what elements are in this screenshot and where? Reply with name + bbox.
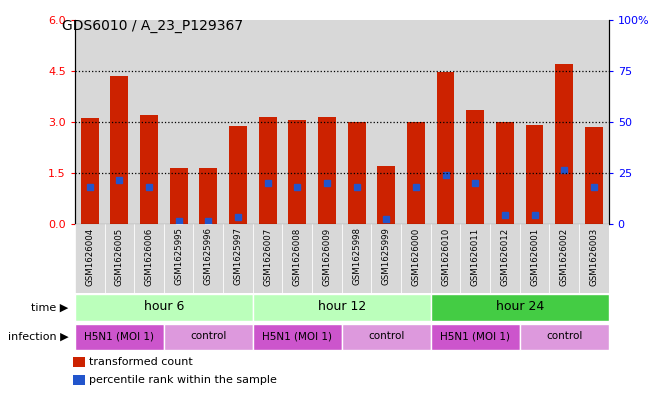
Text: GSM1626009: GSM1626009 xyxy=(322,228,331,286)
Bar xyxy=(140,115,158,224)
Bar xyxy=(258,117,277,224)
Text: GSM1626005: GSM1626005 xyxy=(115,228,124,286)
Text: control: control xyxy=(190,331,227,342)
Text: H5N1 (MOI 1): H5N1 (MOI 1) xyxy=(262,331,332,342)
Bar xyxy=(519,324,609,350)
Text: GSM1626000: GSM1626000 xyxy=(411,228,421,286)
Bar xyxy=(431,20,460,224)
Bar xyxy=(348,122,365,224)
Bar xyxy=(372,224,401,293)
Bar xyxy=(312,20,342,224)
Bar xyxy=(342,324,431,350)
Bar xyxy=(579,224,609,293)
Bar xyxy=(490,224,519,293)
Text: H5N1 (MOI 1): H5N1 (MOI 1) xyxy=(85,331,154,342)
Text: control: control xyxy=(368,331,404,342)
Bar xyxy=(253,20,283,224)
Bar xyxy=(549,20,579,224)
Text: GSM1625995: GSM1625995 xyxy=(174,228,183,285)
Bar xyxy=(460,224,490,293)
Bar xyxy=(105,224,134,293)
Text: GSM1625998: GSM1625998 xyxy=(352,228,361,285)
Bar xyxy=(164,224,193,293)
Text: hour 24: hour 24 xyxy=(495,300,544,314)
Bar xyxy=(253,294,431,321)
Bar xyxy=(75,324,164,350)
Bar xyxy=(164,324,253,350)
Text: GSM1626006: GSM1626006 xyxy=(145,228,154,286)
Text: GSM1626001: GSM1626001 xyxy=(530,228,539,286)
Text: GSM1626012: GSM1626012 xyxy=(501,228,509,286)
Text: GSM1626003: GSM1626003 xyxy=(589,228,598,286)
Bar xyxy=(223,224,253,293)
Bar xyxy=(111,76,128,224)
Bar xyxy=(466,110,484,224)
Bar xyxy=(401,20,431,224)
Bar xyxy=(549,224,579,293)
Bar xyxy=(81,118,98,224)
Bar xyxy=(283,20,312,224)
Text: H5N1 (MOI 1): H5N1 (MOI 1) xyxy=(440,331,510,342)
Text: GSM1626010: GSM1626010 xyxy=(441,228,450,286)
Text: hour 6: hour 6 xyxy=(144,300,184,314)
Bar xyxy=(431,224,460,293)
Bar xyxy=(431,324,519,350)
Text: GSM1625996: GSM1625996 xyxy=(204,228,213,285)
Text: GSM1626007: GSM1626007 xyxy=(263,228,272,286)
Bar xyxy=(75,224,105,293)
Bar xyxy=(519,20,549,224)
Text: GSM1626004: GSM1626004 xyxy=(85,228,94,286)
Text: percentile rank within the sample: percentile rank within the sample xyxy=(89,375,277,385)
Bar xyxy=(193,20,223,224)
Bar xyxy=(555,64,573,224)
Text: GSM1626008: GSM1626008 xyxy=(293,228,302,286)
Bar xyxy=(164,20,193,224)
Bar xyxy=(431,294,609,321)
Bar xyxy=(579,20,609,224)
Bar xyxy=(496,122,514,224)
Bar xyxy=(73,375,85,385)
Bar xyxy=(73,357,85,367)
Bar xyxy=(253,324,342,350)
Bar xyxy=(288,120,306,224)
Text: transformed count: transformed count xyxy=(89,357,193,367)
Bar xyxy=(372,20,401,224)
Bar xyxy=(193,224,223,293)
Bar xyxy=(342,20,372,224)
Text: GDS6010 / A_23_P129367: GDS6010 / A_23_P129367 xyxy=(62,19,243,33)
Bar xyxy=(229,126,247,224)
Bar xyxy=(401,224,431,293)
Bar xyxy=(283,224,312,293)
Bar xyxy=(342,224,372,293)
Text: GSM1626011: GSM1626011 xyxy=(471,228,480,286)
Text: control: control xyxy=(546,331,583,342)
Bar xyxy=(253,224,283,293)
Bar xyxy=(519,224,549,293)
Text: GSM1625997: GSM1625997 xyxy=(234,228,242,285)
Bar xyxy=(312,224,342,293)
Text: infection ▶: infection ▶ xyxy=(8,332,68,342)
Bar xyxy=(585,127,603,224)
Bar xyxy=(407,122,425,224)
Bar xyxy=(460,20,490,224)
Text: GSM1625999: GSM1625999 xyxy=(381,228,391,285)
Bar xyxy=(437,72,454,224)
Bar xyxy=(75,294,253,321)
Bar xyxy=(105,20,134,224)
Bar xyxy=(75,20,105,224)
Bar xyxy=(525,125,544,224)
Bar xyxy=(490,20,519,224)
Bar xyxy=(199,168,217,224)
Bar xyxy=(134,20,164,224)
Text: hour 12: hour 12 xyxy=(318,300,366,314)
Text: GSM1626002: GSM1626002 xyxy=(560,228,569,286)
Bar xyxy=(170,168,187,224)
Text: time ▶: time ▶ xyxy=(31,303,68,312)
Bar xyxy=(223,20,253,224)
Bar xyxy=(318,117,336,224)
Bar xyxy=(134,224,164,293)
Bar xyxy=(378,166,395,224)
